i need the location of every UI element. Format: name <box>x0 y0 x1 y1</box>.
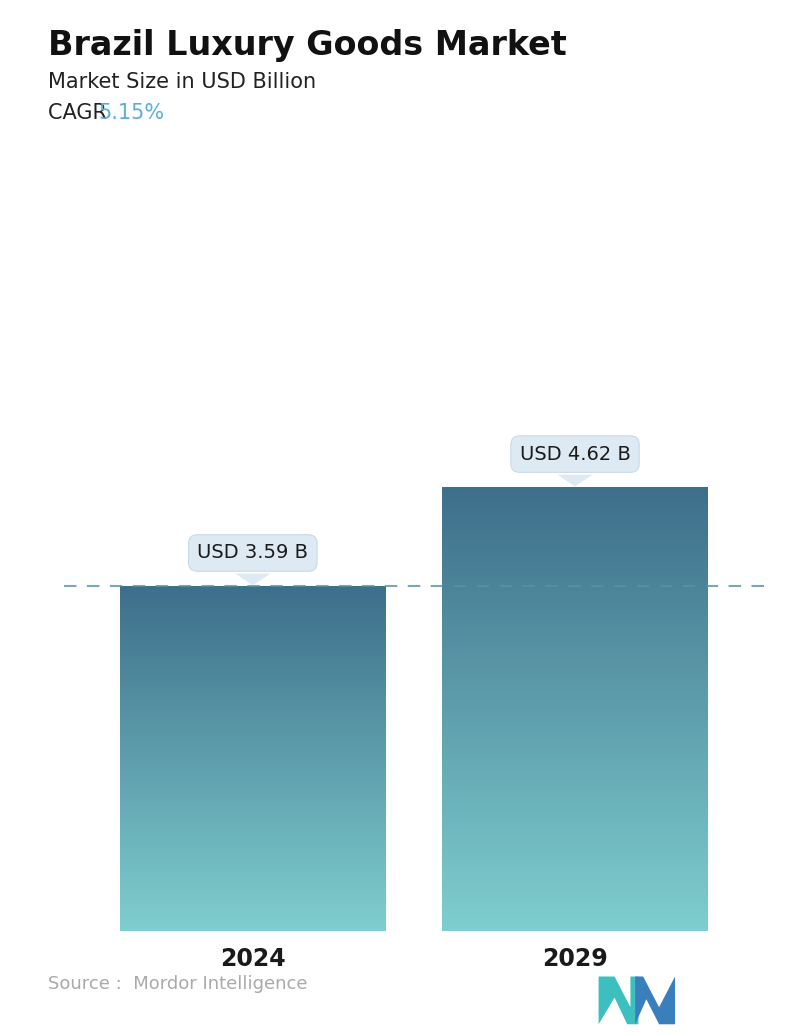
Text: 5.15%: 5.15% <box>98 103 164 123</box>
Polygon shape <box>236 574 271 585</box>
Text: Brazil Luxury Goods Market: Brazil Luxury Goods Market <box>48 29 567 62</box>
Text: USD 4.62 B: USD 4.62 B <box>520 445 630 463</box>
Polygon shape <box>599 976 638 1025</box>
Polygon shape <box>635 976 675 1025</box>
Polygon shape <box>557 475 592 487</box>
Text: USD 3.59 B: USD 3.59 B <box>197 544 308 562</box>
Text: CAGR: CAGR <box>48 103 113 123</box>
Text: Source :  Mordor Intelligence: Source : Mordor Intelligence <box>48 975 307 993</box>
Text: Market Size in USD Billion: Market Size in USD Billion <box>48 72 316 92</box>
